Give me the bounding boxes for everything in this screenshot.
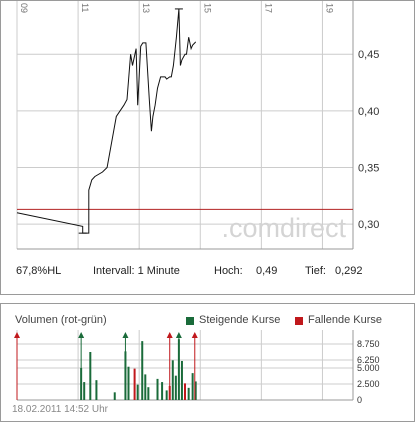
- timestamp: 18.02.2011 14:52 Uhr: [12, 404, 109, 415]
- volume-bar: [184, 383, 186, 400]
- volume-bar: [89, 352, 92, 400]
- volume-bar: [194, 381, 197, 400]
- volume-y-tick-label: 8.750: [357, 339, 380, 349]
- low-value: 0,292: [335, 265, 363, 277]
- trade-marker-arrow: [191, 332, 198, 338]
- price-series-line: [16, 8, 197, 234]
- volume-markers: [14, 332, 198, 400]
- volume-bar: [83, 382, 86, 400]
- high-value: 0,49: [256, 265, 278, 277]
- x-tick-label: 15: [202, 3, 212, 13]
- trade-marker-arrow: [175, 332, 182, 338]
- trade-marker-arrow: [78, 332, 85, 338]
- legend-down-swatch: [295, 317, 303, 325]
- volume-title: Volumen (rot-grün): [15, 314, 107, 326]
- volume-bar: [136, 384, 139, 400]
- x-tick-label: 19: [324, 3, 334, 13]
- x-tick-label: 09: [19, 3, 29, 13]
- volume-bar: [127, 366, 130, 400]
- price-chart-panel: .comdirect 09 11 13 15 17 19 0,45 0,40 0,35 0,30: [0, 0, 415, 295]
- volume-bar: [174, 375, 177, 400]
- volume-bar: [165, 390, 168, 400]
- high-low-markers: [78, 8, 183, 234]
- high-label: Hoch:: [214, 265, 243, 277]
- volume-y-tick-label: 0: [357, 395, 362, 405]
- volume-bar: [180, 360, 183, 400]
- volume-bar: [156, 378, 159, 400]
- price-tick-labels: 09 11 13 15 17 19 0,45 0,40 0,35 0,30: [19, 3, 379, 231]
- volume-bar: [171, 360, 174, 400]
- volume-bar: [95, 380, 98, 400]
- trade-marker-arrow: [122, 332, 129, 338]
- volume-bar: [133, 368, 136, 400]
- volume-bar: [144, 374, 147, 400]
- volume-y-tick-label: 6.250: [357, 355, 380, 365]
- x-tick-label: 13: [141, 3, 151, 13]
- volume-y-tick-label: 2.500: [357, 379, 380, 389]
- y-tick-label: 0,40: [358, 106, 379, 118]
- x-tick-label: 11: [80, 3, 90, 12]
- volume-bar: [161, 382, 164, 400]
- low-label: Tief:: [305, 265, 326, 277]
- legend-down-label: Fallende Kurse: [308, 314, 382, 326]
- legend-up-swatch: [186, 317, 194, 325]
- volume-bar: [191, 373, 194, 400]
- range-label: 67,8%HL: [16, 265, 62, 277]
- y-tick-label: 0,35: [358, 162, 379, 174]
- volume-bar: [141, 341, 144, 400]
- legend-up-label: Steigende Kurse: [199, 314, 281, 326]
- volume-bar: [147, 387, 150, 400]
- interval-label: Intervall: 1 Minute: [93, 265, 180, 277]
- trade-marker-arrow: [166, 332, 173, 338]
- volume-bar: [113, 392, 116, 400]
- price-grid: [16, 1, 354, 250]
- trade-marker-arrow: [14, 332, 20, 338]
- volume-y-tick-label: 5.000: [357, 363, 380, 373]
- y-tick-label: 0,30: [358, 219, 379, 231]
- price-chart: .comdirect 09 11 13 15 17 19 0,45 0,40 0,35 0,30: [16, 1, 379, 250]
- x-tick-label: 17: [263, 3, 273, 13]
- volume-bar: [187, 387, 190, 400]
- volume-chart-panel: 8.750 6.250 5.000 2.500 0: [0, 303, 415, 422]
- watermark: .comdirect: [221, 213, 346, 243]
- y-tick-label: 0,45: [358, 49, 379, 61]
